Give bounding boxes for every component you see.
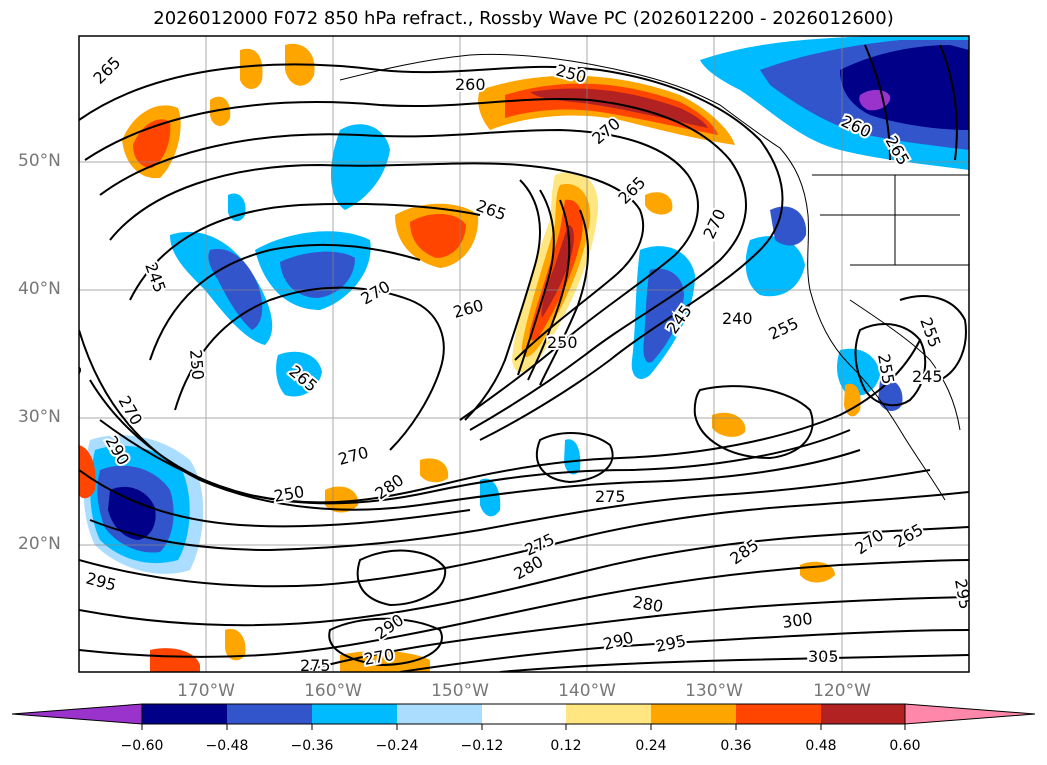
contour-label: 275 bbox=[595, 487, 626, 506]
contour-label: 240 bbox=[722, 309, 753, 328]
contour-label: 260 bbox=[455, 75, 486, 94]
colorbar-tick-label: −0.60 bbox=[120, 738, 164, 754]
colorbar-tick-label: −0.24 bbox=[375, 738, 419, 754]
colorbar-bin bbox=[397, 704, 482, 724]
colorbar-bin bbox=[227, 704, 312, 724]
latitude-label: 50°N bbox=[18, 151, 61, 171]
contour-label: 250 bbox=[547, 333, 578, 352]
contour-lines bbox=[79, 44, 969, 672]
latitude-label: 20°N bbox=[18, 534, 61, 554]
colorbar-extend-left bbox=[11, 703, 143, 725]
longitude-label: 150°W bbox=[431, 681, 489, 701]
colorbar-tick-label: −0.36 bbox=[290, 738, 334, 754]
colorbar bbox=[11, 703, 1036, 730]
contour-label: 275 bbox=[300, 656, 331, 675]
longitude-label: 170°W bbox=[177, 681, 235, 701]
contour-label: 245 bbox=[912, 367, 943, 386]
longitude-label: 140°W bbox=[558, 681, 616, 701]
colorbar-bin bbox=[312, 704, 397, 724]
map-frame bbox=[78, 35, 970, 673]
contour-label: 250 bbox=[554, 61, 588, 87]
contour-label: 250 bbox=[186, 349, 208, 381]
contour-label: 270 bbox=[362, 645, 395, 669]
colorbar-tick-label: 0.48 bbox=[805, 738, 837, 754]
colorbar-tick-label: −0.48 bbox=[205, 738, 249, 754]
longitude-label: 160°W bbox=[304, 681, 362, 701]
colorbar-bin bbox=[736, 704, 821, 724]
colorbar-tick-label: 0.36 bbox=[720, 738, 752, 754]
colorbar-extend-right bbox=[904, 703, 1036, 725]
chart-title: 2026012000 F072 850 hPa refract., Rossby… bbox=[153, 8, 894, 29]
colorbar-tick-label: 0.60 bbox=[889, 738, 921, 754]
colorbar-bin bbox=[142, 704, 227, 724]
colorbar-bin bbox=[566, 704, 651, 724]
colorbar-tick-label: 0.24 bbox=[635, 738, 667, 754]
contour-label: 305 bbox=[808, 647, 839, 666]
longitude-label: 120°W bbox=[813, 681, 871, 701]
latitude-label: 30°N bbox=[18, 407, 61, 427]
colorbar-bin bbox=[482, 704, 566, 724]
colorbar-tick-label: 0.12 bbox=[550, 738, 582, 754]
colorbar-bin bbox=[821, 704, 905, 724]
colorbar-tick-label: −0.12 bbox=[460, 738, 504, 754]
latitude-label: 40°N bbox=[18, 279, 61, 299]
colorbar-bin bbox=[651, 704, 736, 724]
colorbar-frame bbox=[141, 703, 906, 725]
longitude-label: 130°W bbox=[685, 681, 743, 701]
coastline bbox=[339, 53, 969, 501]
